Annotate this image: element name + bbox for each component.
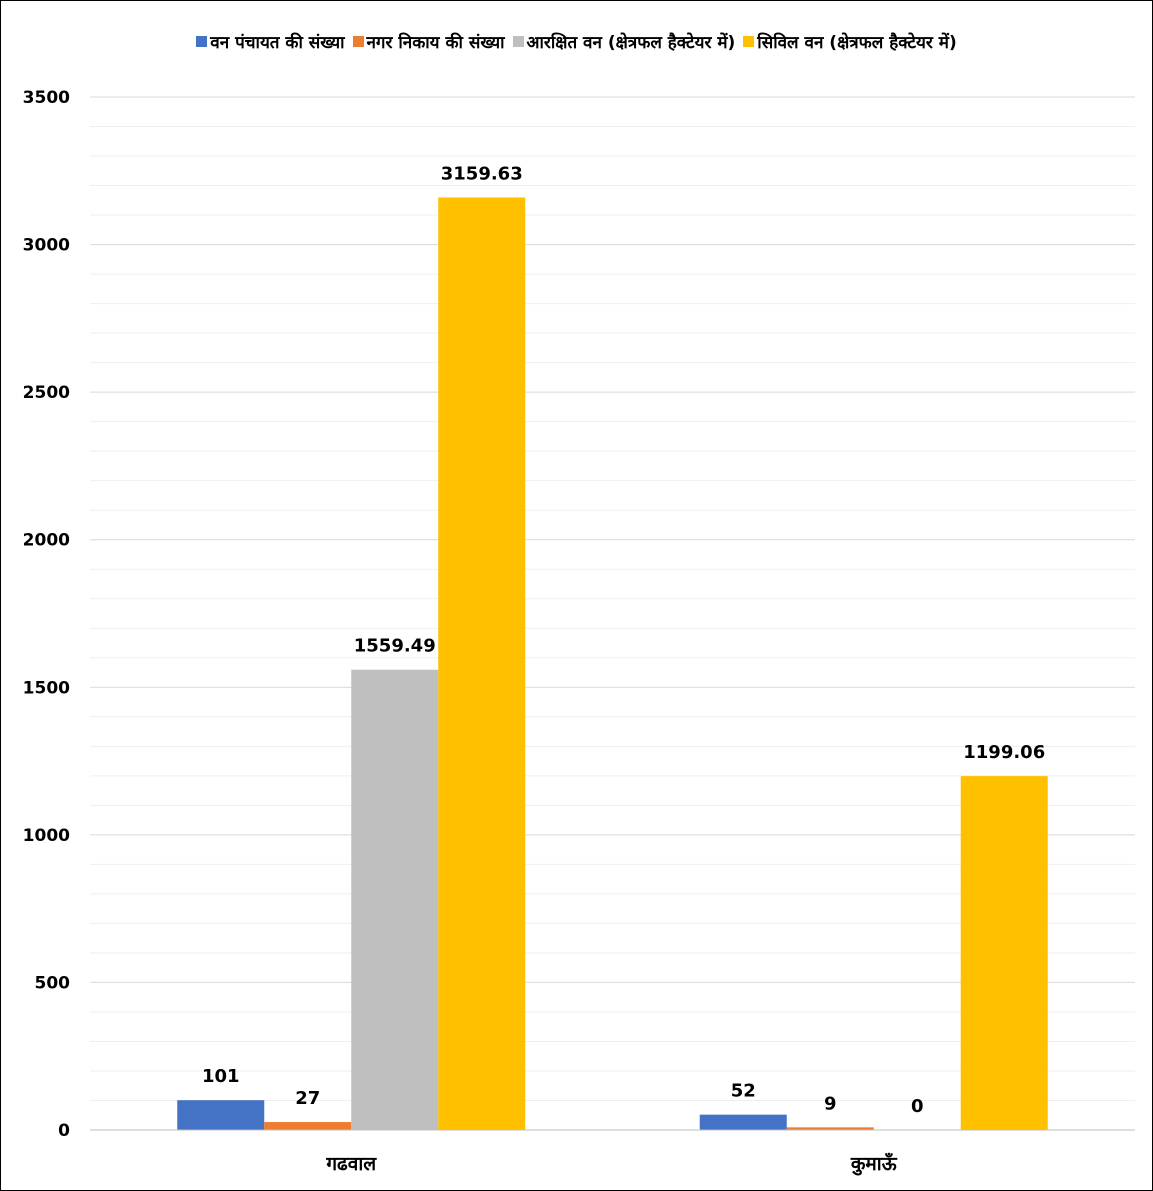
x-category-label: गढवाल [325,1153,377,1175]
y-tick-label: 3000 [23,236,70,256]
data-label: 52 [731,1081,756,1102]
legend-item-van-panchayat: वन पंचायत की संख्या [196,30,345,53]
legend-label-van-panchayat: वन पंचायत की संख्या [210,33,345,53]
chart-legend: वन पंचायत की संख्या नगर निकाय की संख्या … [0,30,1153,53]
y-tick-label: 1000 [23,826,70,846]
legend-swatch-civil-van [743,36,755,47]
y-tick-label: 2000 [23,531,70,551]
y-tick-label: 500 [35,973,71,993]
legend-item-civil-van: सिविल वन (क्षेत्रफल हैक्टेयर में) [743,30,957,53]
data-label: 1199.06 [963,742,1045,763]
bar [177,1100,265,1130]
data-label: 3159.63 [441,163,523,184]
bar [264,1122,352,1130]
data-labels: 101 27 1559.49 3159.63 52 9 0 1199.06 [202,163,1045,1117]
data-label: 27 [295,1088,320,1109]
legend-item-arakshit-van: आरक्षित वन (क्षेत्रफल हैक्टेयर में) [512,30,736,53]
legend-swatch-van-panchayat [196,36,208,47]
x-category-label: कुमाऊँ [850,1152,898,1176]
bar [438,197,526,1131]
legend-label-nagar-nikay: नगर निकाय की संख्या [366,33,505,53]
y-tick-label: 0 [58,1121,70,1141]
data-label: 1559.49 [354,636,436,657]
legend-label-arakshit-van: आरक्षित वन (क्षेत्रफल हैक्टेयर में) [526,33,736,53]
y-tick-label: 2500 [23,383,70,403]
data-label: 0 [911,1096,924,1117]
legend-item-nagar-nikay: नगर निकाय की संख्या [352,30,505,53]
bars [177,197,1048,1131]
y-axis-ticks: 0 500 1000 1500 2000 2500 3000 3500 [23,88,70,1141]
legend-swatch-nagar-nikay [352,36,364,47]
bar [699,1114,787,1130]
data-label: 101 [202,1066,240,1087]
y-tick-label: 1500 [23,678,70,698]
bar [351,669,439,1130]
data-label: 9 [824,1093,837,1114]
y-tick-label: 3500 [23,88,70,108]
legend-label-civil-van: सिविल वन (क्षेत्रफल हैक्टेयर में) [757,33,957,53]
bar [786,1127,874,1130]
bar [960,776,1048,1130]
legend-swatch-arakshit-van [512,36,524,47]
x-axis-categories: गढवाल कुमाऊँ [325,1152,897,1176]
